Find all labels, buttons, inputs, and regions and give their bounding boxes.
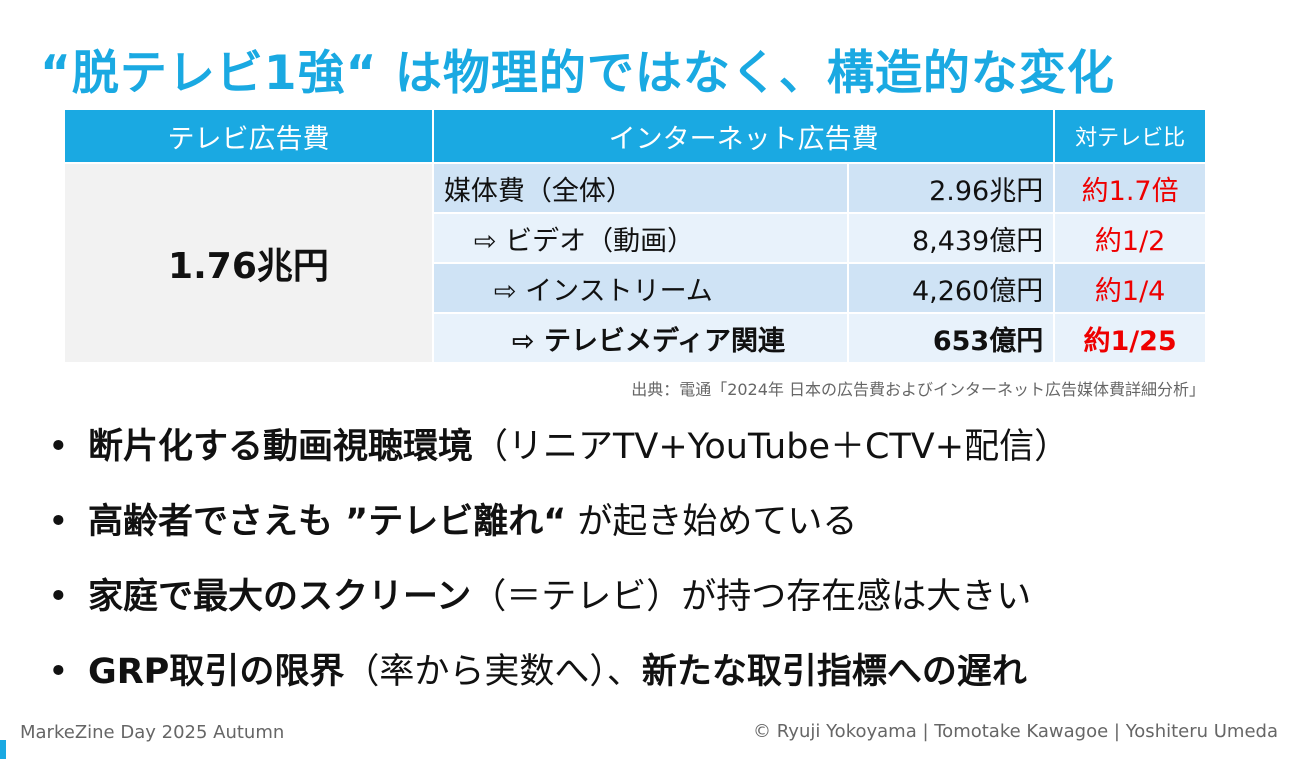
source-note: 出典：電通「2024年 日本の広告費およびインターネット広告媒体費詳細分析」: [631, 380, 1205, 399]
row-label: 媒体費（全体）: [433, 164, 847, 212]
row-amount: 8,439億円: [848, 214, 1054, 262]
credits: © Ryuji Yokoyama | Tomotake Kawagoe | Yo…: [753, 721, 1278, 742]
row-label: ⇨ ビデオ（動画）: [433, 214, 847, 262]
bullet-normal: （率から実数へ）、: [344, 652, 642, 692]
bullet-icon: •: [48, 427, 69, 467]
header-internet: インターネット広告費: [433, 110, 1054, 162]
header-tv: テレビ広告費: [65, 110, 432, 162]
table-header: テレビ広告費 インターネット広告費 対テレビ比: [65, 110, 1205, 162]
row-amount: 4,260億円: [848, 264, 1054, 312]
row-ratio: 約1/4: [1055, 264, 1205, 312]
tv-ad-spend: 1.76兆円: [65, 164, 432, 362]
bullet-bold: 家庭で最大のスクリーン: [88, 577, 472, 617]
row-label: ⇨ インストリーム: [433, 264, 847, 312]
event-name: MarkeZine Day 2025 Autumn: [20, 722, 285, 743]
bullet-bold: 断片化する動画視聴環境: [88, 427, 474, 467]
slide-title: “脱テレビ1強“ は物理的ではなく、構造的な変化: [40, 46, 1115, 101]
row-amount: 2.96兆円: [848, 164, 1054, 212]
bullet-icon: •: [48, 502, 69, 542]
bullet-normal: が起き始めている: [566, 502, 858, 542]
bullet-icon: •: [48, 577, 69, 617]
bullet-item: • 断片化する動画視聴環境（リニアTV+YouTube＋CTV+配信）: [48, 420, 1069, 495]
bullet-normal: （＝テレビ）が持つ存在感は大きい: [471, 577, 1032, 617]
bullet-list: • 断片化する動画視聴環境（リニアTV+YouTube＋CTV+配信） • 高齢者で…: [48, 420, 1069, 720]
header-ratio: 対テレビ比: [1055, 110, 1205, 162]
bullet-item: • 高齢者でさえも ”テレビ離れ“ が起き始めている: [48, 495, 1069, 570]
bullet-bold: GRP取引の限界: [88, 652, 345, 692]
bullet-bold: 新たな取引指標への遅れ: [641, 652, 1027, 692]
ad-spend-table: テレビ広告費 インターネット広告費 対テレビ比 1.76兆円 媒体費（全体） 2…: [63, 108, 1207, 364]
bullet-normal: （リニアTV+YouTube＋CTV+配信）: [473, 427, 1070, 467]
table-row: ⇨ ビデオ（動画） 8,439億円 約1/2: [65, 214, 1205, 262]
bullet-bold: 高齢者でさえも ”テレビ離れ“: [88, 502, 567, 542]
table-row: ⇨ インストリーム 4,260億円 約1/4: [65, 264, 1205, 312]
bullet-item: • 家庭で最大のスクリーン（＝テレビ）が持つ存在感は大きい: [48, 570, 1069, 645]
row-amount: 653億円: [848, 314, 1054, 362]
table-row: 1.76兆円 媒体費（全体） 2.96兆円 約1.7倍: [65, 164, 1205, 362]
row-ratio: 約1.7倍: [1055, 164, 1205, 212]
corner-decoration: [0, 740, 6, 759]
bullet-item: • GRP取引の限界（率から実数へ）、新たな取引指標への遅れ: [48, 645, 1069, 720]
row-label: ⇨ テレビメディア関連: [433, 314, 847, 362]
row-ratio: 約1/25: [1055, 314, 1205, 362]
row-ratio: 約1/2: [1055, 214, 1205, 262]
table-row: ⇨ テレビメディア関連 653億円 約1/25: [65, 314, 1205, 362]
bullet-icon: •: [48, 652, 69, 692]
